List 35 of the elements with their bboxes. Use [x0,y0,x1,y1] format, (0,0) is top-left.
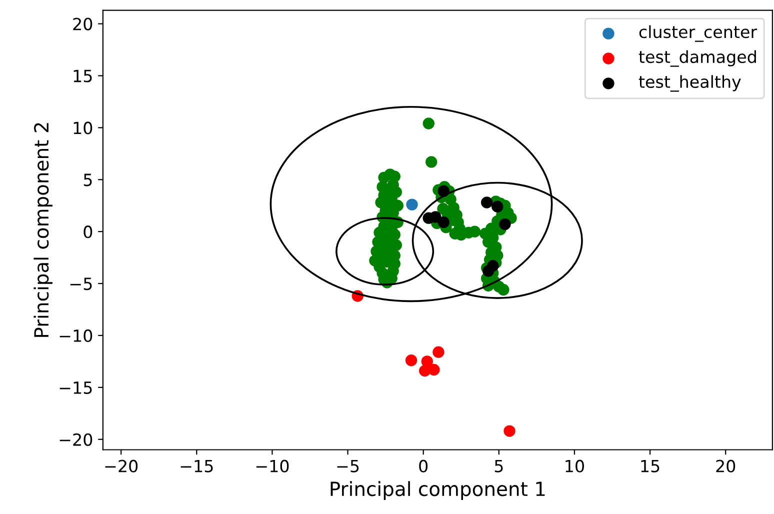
point [480,196,493,208]
x-tick-label: 20 [716,460,736,472]
x-tick-label: −15 [180,460,213,472]
y-tick-label: −5 [70,278,92,290]
x-tick-label: −5 [337,460,359,472]
legend-label: test_damaged [638,50,756,67]
x-tick-label: −20 [105,460,138,472]
y-tick-label: 10 [74,122,92,134]
point [405,354,418,366]
x-tick-label: 10 [566,460,584,472]
x-tick-label: −10 [256,460,289,472]
y-tick-label: 20 [73,18,92,30]
point [499,218,511,230]
x-tick-label: 15 [641,460,660,472]
y-tick-label: −15 [60,382,92,394]
point [406,198,418,210]
point [438,216,450,228]
y-axis-title: Principal component 2 [34,123,52,337]
point [432,346,444,358]
legend-label: cluster_center [639,25,758,42]
x-tick-label: 0 [419,460,428,472]
point [428,364,440,376]
point [430,211,442,223]
x-axis-title: Principal component 1 [330,481,545,500]
point [492,200,504,212]
y-tick-label: −10 [60,329,92,342]
point [504,425,516,437]
y-tick-label: 0 [84,226,92,238]
y-tick-label: 15 [74,70,92,82]
point [487,260,499,272]
y-tick-label: −20 [60,433,92,446]
x-tick-label: 5 [494,460,503,472]
point [421,356,433,368]
y-tick-label: 5 [84,174,92,186]
legend-label: test_healthy [638,75,741,92]
